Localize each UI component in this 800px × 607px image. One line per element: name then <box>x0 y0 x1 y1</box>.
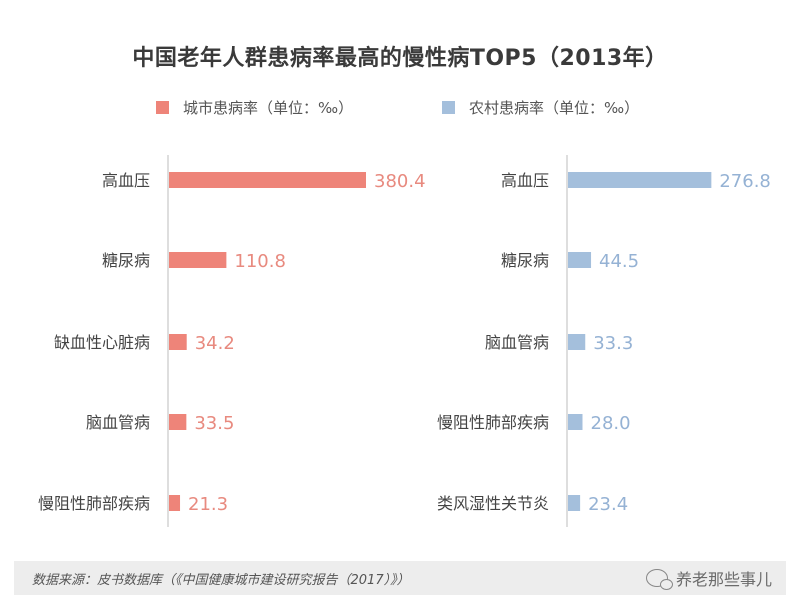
rural-bar <box>568 172 712 188</box>
data-source-note: 数据来源：皮书数据库（《中国健康城市建设研究报告（2017）》） <box>32 573 410 588</box>
city-value-label: 34.2 <box>195 333 235 354</box>
rural-value-label: 276.8 <box>719 171 771 192</box>
legend-rural-swatch <box>442 101 455 114</box>
rural-category-label: 脑血管病 <box>485 333 549 352</box>
legend-city-swatch <box>156 101 169 114</box>
city-bar <box>169 414 187 430</box>
city-category-label: 缺血性心脏病 <box>54 333 150 352</box>
city-bar <box>169 495 181 511</box>
wechat-icon <box>645 569 673 590</box>
rural-bar <box>568 252 592 268</box>
legend-city-label: 城市患病率（单位：‰） <box>183 99 354 117</box>
rural-category-label: 高血压 <box>501 171 549 190</box>
rural-bar <box>568 414 583 430</box>
rural-bar <box>568 334 586 350</box>
legend-rural-label: 农村患病率（单位：‰） <box>469 99 640 117</box>
city-category-label: 脑血管病 <box>86 413 150 432</box>
rural-value-label: 33.3 <box>593 333 633 354</box>
legend-city: 城市患病率（单位：‰） <box>156 97 353 118</box>
rural-category-label: 慢阻性肺部疾病 <box>437 413 549 432</box>
city-value-label: 33.5 <box>194 413 234 434</box>
watermark-text: 养老那些事儿 <box>675 570 772 589</box>
city-bar <box>169 252 227 268</box>
legend-rural: 农村患病率（单位：‰） <box>442 97 639 118</box>
city-bar <box>169 334 187 350</box>
city-value-label: 21.3 <box>188 494 228 515</box>
bar-charts: 高血压 380.4 糖尿病 110.8 缺血性心脏病 34.2 脑血管病 33.5 慢阻性肺部疾… <box>38 155 771 527</box>
watermark: 养老那些事儿 <box>645 566 772 590</box>
chart-title: 中国老年人群患病率最高的慢性病TOP5（2013年） <box>132 46 668 71</box>
footer-bar: 数据来源：皮书数据库（《中国健康城市建设研究报告（2017）》） 养老那些事儿 <box>14 561 786 595</box>
city-category-label: 高血压 <box>102 171 150 190</box>
city-category-label: 慢阻性肺部疾病 <box>38 494 150 513</box>
rural-bar <box>568 495 581 511</box>
rural-value-label: 44.5 <box>599 251 639 272</box>
rural-category-label: 类风湿性关节炎 <box>437 494 549 513</box>
city-category-label: 糖尿病 <box>102 251 150 270</box>
city-bar <box>169 172 366 188</box>
city-value-label: 380.4 <box>374 171 426 192</box>
city-value-label: 110.8 <box>234 251 286 272</box>
rural-category-label: 糖尿病 <box>501 251 549 270</box>
rural-value-label: 28.0 <box>591 413 631 434</box>
rural-value-label: 23.4 <box>588 494 628 515</box>
